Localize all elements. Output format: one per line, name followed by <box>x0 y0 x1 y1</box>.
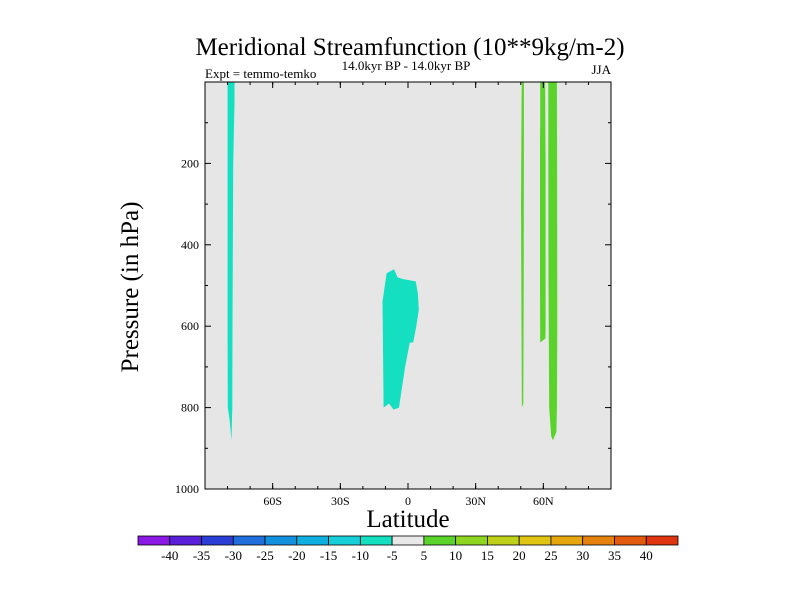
colorbar-label: -40 <box>161 548 178 563</box>
colorbar-label: -30 <box>225 548 242 563</box>
contour-sh-high-lat-negative <box>227 82 235 441</box>
x-tick-label: 60S <box>263 494 282 508</box>
colorbar-swatch <box>518 535 552 546</box>
colorbar-swatch <box>328 535 361 546</box>
colorbar-swatch <box>614 535 647 546</box>
contour-nh-positive-band-2 <box>540 82 546 343</box>
colorbar-swatch <box>391 535 425 546</box>
colorbar-swatch <box>359 535 393 546</box>
colorbar-swatch <box>201 535 234 546</box>
contour-tropical-negative-cell <box>382 269 419 410</box>
x-tick-label: 0 <box>405 494 411 508</box>
colorbar-label: 10 <box>449 548 462 563</box>
colorbar-label: -15 <box>320 548 337 563</box>
colorbar-swatch <box>582 535 615 546</box>
y-tick-label: 1000 <box>175 482 199 496</box>
y-tick-label: 400 <box>181 238 199 252</box>
colorbar-label: -35 <box>193 548 210 563</box>
x-tick-label: 60N <box>533 494 554 508</box>
colorbar-label: 40 <box>640 548 653 563</box>
chart-subtitle: 14.0kyr BP - 14.0kyr BP <box>342 58 471 73</box>
x-tick-label: 30N <box>465 494 486 508</box>
y-axis-label: Pressure (in hPa) <box>117 202 144 373</box>
colorbar-swatch <box>423 535 457 546</box>
chart-title: Meridional Streamfunction (10**9kg/m-2) <box>195 34 624 61</box>
colorbar-label: 25 <box>544 548 557 563</box>
colorbar-label: 20 <box>513 548 526 563</box>
colorbar-swatch <box>137 535 171 546</box>
colorbar-swatch <box>232 535 266 546</box>
colorbar-swatch <box>169 535 202 546</box>
colorbar-label: 15 <box>481 548 494 563</box>
colorbar-label: 35 <box>608 548 621 563</box>
colorbar-swatch <box>487 535 520 546</box>
contour-nh-positive-band-1 <box>521 82 524 408</box>
colorbar-swatch <box>455 535 488 546</box>
colorbar-label: -20 <box>288 548 305 563</box>
colorbar-label: -10 <box>352 548 369 563</box>
season-label: JJA <box>591 62 611 77</box>
colorbar-label: 30 <box>576 548 589 563</box>
colorbar-swatch <box>264 535 298 546</box>
colorbar-label: -5 <box>387 548 398 563</box>
x-tick-label: 30S <box>331 494 350 508</box>
colorbar-swatch <box>550 535 584 546</box>
x-axis-label: Latitude <box>366 506 449 533</box>
y-tick-label: 800 <box>181 401 199 415</box>
colorbar-label: -25 <box>256 548 273 563</box>
y-tick-label: 200 <box>181 156 199 170</box>
contour-nh-positive-band-3 <box>548 82 558 441</box>
experiment-label: Expt = temmo-temko <box>205 66 316 81</box>
y-tick-label: 600 <box>181 319 199 333</box>
colorbar-swatch <box>296 535 329 546</box>
colorbar-label: 5 <box>421 548 428 563</box>
colorbar-swatch <box>645 535 679 546</box>
